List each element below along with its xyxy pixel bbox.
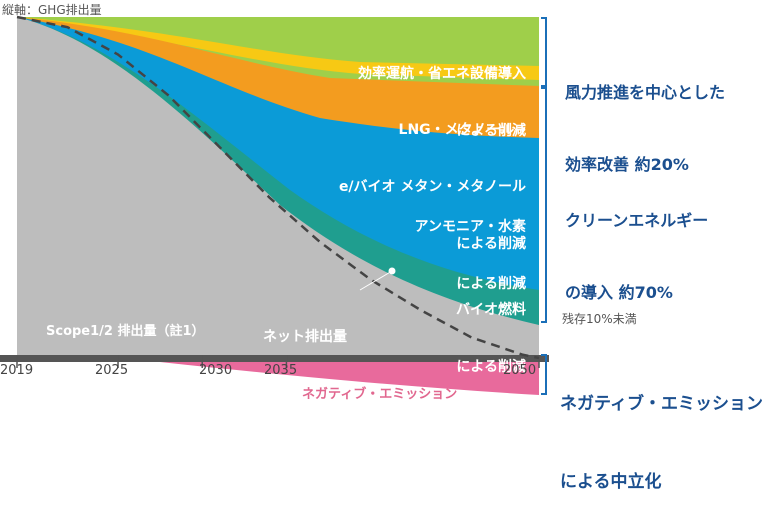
area-yellow — [17, 17, 539, 80]
label-bio: バイオ燃料 による削減 — [400, 263, 526, 396]
label-efficiency-line2: による削減 — [456, 123, 526, 139]
area-negative — [160, 362, 539, 395]
side-negative-line2: による中立化 — [560, 472, 662, 492]
side-wind: 風力推進を中心とした 効率改善 約20% — [565, 33, 725, 201]
right-margin — [539, 0, 781, 406]
label-ammonia-line1: アンモニア・水素 — [414, 219, 526, 235]
label-lng-line3: による削減 — [456, 236, 526, 252]
label-efficiency-line1: 効率運航・省エネ設備導入 — [358, 66, 526, 82]
label-ammonia: アンモニア・水素 による削減 — [330, 180, 526, 313]
label-net-line1: ネット排出量 — [263, 329, 347, 345]
net-emissions-line — [16, 15, 540, 360]
label-scope: Scope1/2 排出量（註1） — [46, 324, 205, 339]
label-lng: LNG・メタノール→ e/バイオ メタン・メタノール による削減 — [290, 83, 526, 273]
chart-area — [0, 0, 781, 406]
side-negative-line1: ネガティブ・エミッション — [560, 394, 763, 414]
label-bio-line2: による削減 — [456, 359, 526, 375]
side-wind-line2: 効率改善 約20% — [565, 155, 689, 174]
label-bio-line1: バイオ燃料 — [456, 302, 526, 318]
x-axis-line — [0, 355, 549, 362]
tick-2025: 2025 — [95, 363, 129, 378]
label-efficiency: 効率運航・省エネ設備導入 による削減 — [300, 27, 526, 160]
chart-svg — [0, 0, 781, 406]
label-lng-line1: LNG・メタノール→ — [398, 122, 526, 138]
net-pointer-line — [359, 270, 393, 291]
side-wind-line1: 風力推進を中心とした — [565, 83, 726, 102]
area-scope — [17, 17, 539, 358]
net-pointer-dot — [388, 267, 396, 275]
label-lng-line2: e/バイオ メタン・メタノール — [338, 179, 526, 195]
side-clean-line1: クリーンエネルギー — [565, 211, 709, 230]
tick-2035: 2035 — [264, 363, 298, 378]
tick-2030: 2030 — [199, 363, 233, 378]
brace-clean-energy — [541, 87, 547, 323]
side-clean: クリーンエネルギー の導入 約70% — [565, 161, 708, 329]
label-net: ネット排出量 （註2） — [240, 287, 370, 427]
brace-negative — [541, 354, 547, 395]
label-negative: ネガティブ・エミッション — [302, 387, 458, 402]
tick-2019: 2019 — [0, 363, 34, 378]
side-negative: ネガティブ・エミッション による中立化 — [560, 339, 763, 521]
y-axis-label: 縦軸：GHG排出量 — [2, 3, 102, 17]
label-net-line2: （註2） — [279, 389, 331, 405]
side-residual: 残存10%未満 — [562, 312, 637, 326]
label-ammonia-line2: による削減 — [456, 276, 526, 292]
tick-2050: 2050 — [503, 363, 537, 378]
side-clean-line2: の導入 約70% — [565, 283, 673, 302]
brace-efficiency — [541, 17, 547, 87]
